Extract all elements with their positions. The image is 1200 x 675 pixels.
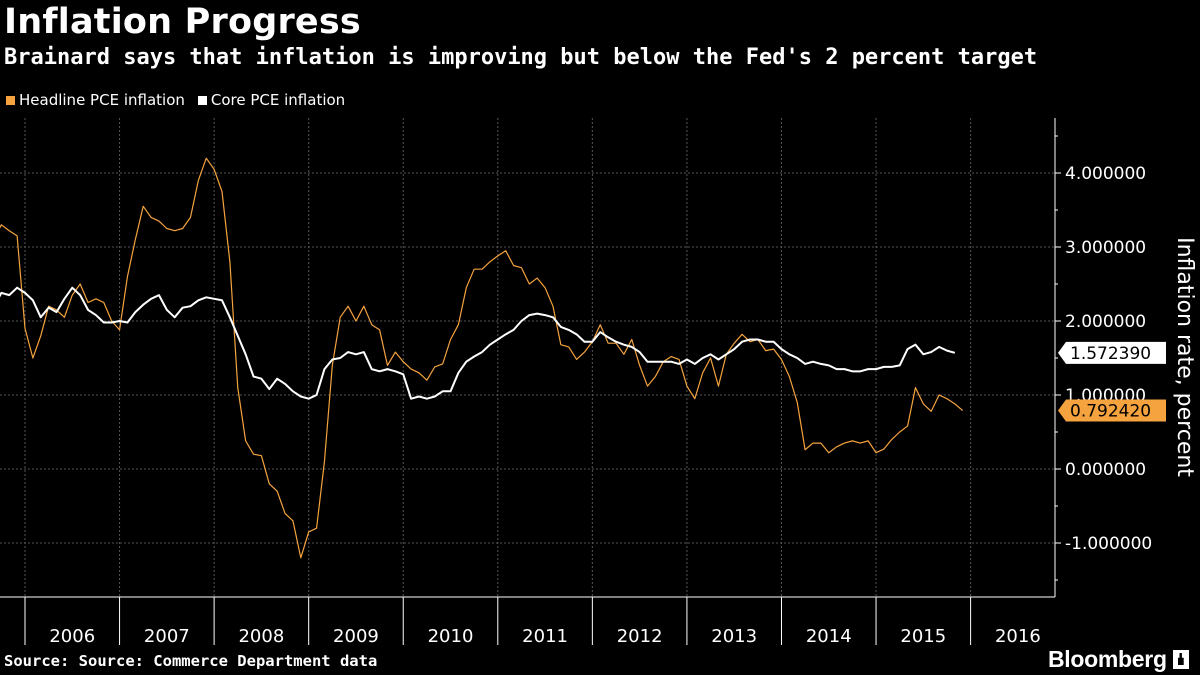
x-tick-label: 2009 [333,626,379,647]
y-tick-label: 2.000000 [1065,312,1146,332]
y-tick-label: -1.000000 [1065,534,1152,554]
y-axis-label: Inflation rate, percent [1172,237,1197,477]
x-tick-label: 2007 [144,626,190,647]
x-tick-label: 2011 [522,626,568,647]
chart-title: Inflation Progress [4,2,361,42]
bloomberg-icon [1172,650,1189,669]
core-end-label: 1.572390 [1070,344,1151,364]
core-pce-line [0,286,956,400]
legend-label-headline: Headline PCE inflation [19,91,185,109]
headline-pce-line [0,157,964,559]
headline-end-label: 0.792420 [1070,402,1151,422]
x-tick-label: 2015 [900,626,946,647]
headline-end-label-box [1058,399,1166,422]
x-tick-label: 2016 [995,626,1041,647]
x-tick-label: 2012 [617,626,663,647]
chart-subtitle: Brainard says that inflation is improvin… [4,45,1038,70]
y-tick-label: 4.000000 [1065,164,1146,184]
brand-name: Bloomberg [1048,646,1167,672]
legend-label-core: Core PCE inflation [210,91,346,109]
core-end-label-box [1058,341,1166,364]
x-tick-label: 2008 [238,626,284,647]
legend-item-headline: Headline PCE inflation [6,91,185,109]
y-tick-label: 3.000000 [1065,238,1146,258]
brand-logo: Bloomberg [1048,646,1189,673]
x-tick-label: 2010 [428,626,474,647]
core-swatch [197,95,207,105]
y-tick-label: 0.000000 [1065,460,1146,480]
legend: Headline PCE inflation Core PCE inflatio… [6,91,358,109]
headline-swatch [6,95,15,105]
x-tick-label: 2006 [49,626,95,647]
source-note: Source: Source: Commerce Department data [4,652,378,670]
legend-item-core: Core PCE inflation [197,91,346,109]
x-tick-label: 2013 [711,626,757,647]
x-tick-label: 2014 [806,626,852,647]
